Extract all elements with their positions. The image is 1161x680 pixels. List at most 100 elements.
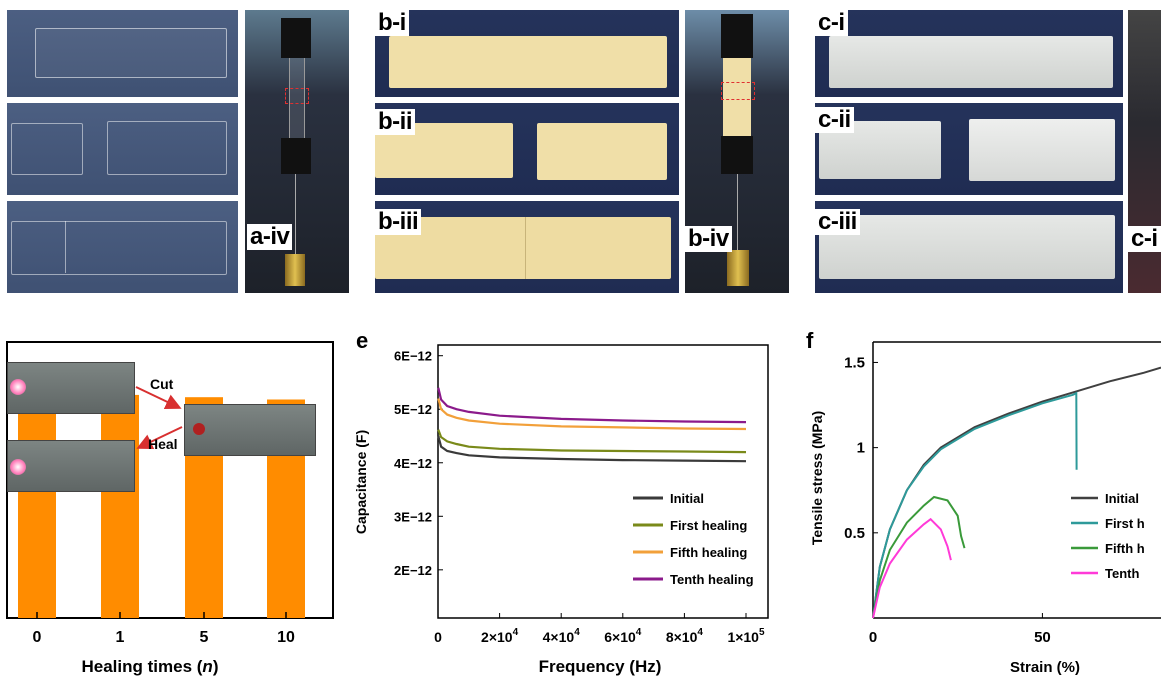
x-tick-label: 2×104: [481, 627, 519, 645]
tag-b-iv: b-iv: [685, 226, 732, 252]
clamp-top: [721, 14, 753, 58]
series-line-3: [437, 387, 747, 424]
series-line-2: [872, 495, 966, 619]
x-tick-label: 50: [1034, 629, 1051, 646]
photo-c-ii: c-ii: [815, 103, 1123, 195]
inset-photo-cut: [184, 404, 316, 456]
paper-strip: [375, 217, 671, 279]
weight: [285, 254, 305, 286]
tag-a-iv: a-iv: [247, 224, 293, 250]
tag-c-iv: c-i: [1128, 226, 1161, 252]
y-tick-label: 3E−12: [394, 509, 432, 524]
sample: [723, 58, 751, 138]
series-lines: [872, 366, 1161, 619]
tag-b-ii: b-ii: [375, 109, 415, 135]
photo-c-iii: c-iii: [815, 201, 1123, 293]
film-strip: [11, 221, 227, 275]
y-tick-label: 4E−12: [394, 456, 432, 471]
heal-arrow: [136, 426, 183, 450]
legend-label: First h: [1105, 516, 1145, 531]
film-strip-right: [107, 121, 227, 175]
film-strip: [35, 28, 227, 78]
y-tick-label: 1.5: [844, 354, 865, 371]
clamp-bottom: [281, 138, 311, 174]
x-axis-label: Frequency (Hz): [539, 657, 662, 676]
photo-a-iii: [7, 201, 238, 293]
white-strip: [819, 215, 1115, 279]
legend-label: Initial: [670, 491, 704, 506]
panel-f-chart: 0.5 1 1.5 0 50 Initial First h Fifth h Tenth St…: [809, 341, 1161, 676]
inset-arrows: [135, 386, 183, 450]
white-strip: [829, 36, 1113, 88]
x-tick-label: 10: [277, 629, 295, 646]
legend-label: Tenth healing: [670, 572, 754, 587]
heal-label: Heal: [148, 436, 178, 452]
series-line-1: [437, 429, 747, 454]
weight: [727, 250, 749, 286]
panel-tag-e: e: [356, 328, 369, 353]
cut-label: Cut: [150, 376, 174, 392]
paper-strip-right: [537, 123, 667, 180]
healed-line: [65, 221, 66, 273]
y-tick-label: 5E−12: [394, 402, 432, 417]
inset-photo-original: [7, 362, 135, 414]
tag-c-i: c-i: [815, 10, 848, 36]
tag-b-iii: b-iii: [375, 209, 422, 235]
y-tick-label: 6E−12: [394, 349, 432, 364]
photo-c-iv: c-i: [1128, 10, 1161, 293]
photo-a-ii: [7, 103, 238, 195]
film-strip-left: [11, 123, 83, 175]
y-tick-label: 1: [857, 440, 865, 457]
series-line-1: [872, 391, 1078, 619]
photo-b-i: b-i: [375, 10, 679, 97]
panel-e-chart: 2E−12 3E−12 4E−12 5E−12 6E−12 0 2×104 4×104 6×10…: [353, 344, 769, 676]
ticks: 0.5 1 1.5 0 50: [844, 354, 1051, 646]
photo-b-iii: b-iii: [375, 201, 679, 293]
x-tick-label: 0: [869, 629, 877, 646]
series-lines: [437, 387, 747, 463]
photo-b-ii: b-ii: [375, 103, 679, 195]
bar-0: [18, 392, 56, 618]
x-axis-label: Strain (%): [1010, 659, 1080, 676]
series-line-3: [872, 517, 952, 619]
x-tick-label: 1: [116, 629, 125, 646]
ticks: 2E−12 3E−12 4E−12 5E−12 6E−12 0 2×104 4×104 6×10…: [394, 349, 765, 645]
x-axis-label: Healing times (n): [82, 657, 219, 676]
sample: [289, 58, 305, 138]
wire: [295, 174, 296, 254]
legend: Initial First h Fifth h Tenth: [1071, 491, 1145, 581]
photo-c-i: c-i: [815, 10, 1123, 97]
x-tick-label: 4×104: [543, 627, 581, 645]
bar-1: [101, 394, 139, 618]
legend: Initial First healing Fifth healing Tenth h…: [633, 491, 754, 587]
legend-label: First healing: [670, 518, 747, 533]
tag-c-iii: c-iii: [815, 209, 860, 235]
y-axis-label: Tensile stress (MPa): [809, 411, 825, 545]
tag-b-i: b-i: [375, 10, 409, 36]
x-tick-label: 1×105: [727, 627, 765, 645]
panel-tag-f: f: [806, 328, 814, 353]
paper-strip: [389, 36, 667, 88]
led-glow: [10, 459, 26, 475]
y-tick-label: 2E−12: [394, 563, 432, 578]
x-tick-label: 5: [200, 629, 209, 646]
photo-a-iv: a-iv: [245, 10, 349, 293]
photo-a-i: [7, 10, 238, 97]
x-tick-label: 0: [434, 629, 442, 645]
legend-label: Tenth: [1105, 566, 1139, 581]
x-tick-label: 6×104: [604, 627, 642, 645]
wire: [737, 174, 738, 250]
inset-photo-healed: [7, 440, 135, 492]
red-marker: [721, 82, 755, 100]
y-axis-label: Capacitance (F): [353, 430, 369, 534]
legend-label: Initial: [1105, 491, 1139, 506]
led-off: [193, 423, 205, 435]
axes-frame: [437, 344, 769, 619]
legend-label: Fifth h: [1105, 541, 1145, 556]
healed-line: [525, 217, 526, 279]
clamp-bottom: [721, 136, 753, 174]
series-line-0: [437, 435, 747, 463]
red-marker: [285, 88, 309, 104]
photo-b-iv: b-iv: [685, 10, 789, 293]
led-glow: [10, 379, 26, 395]
